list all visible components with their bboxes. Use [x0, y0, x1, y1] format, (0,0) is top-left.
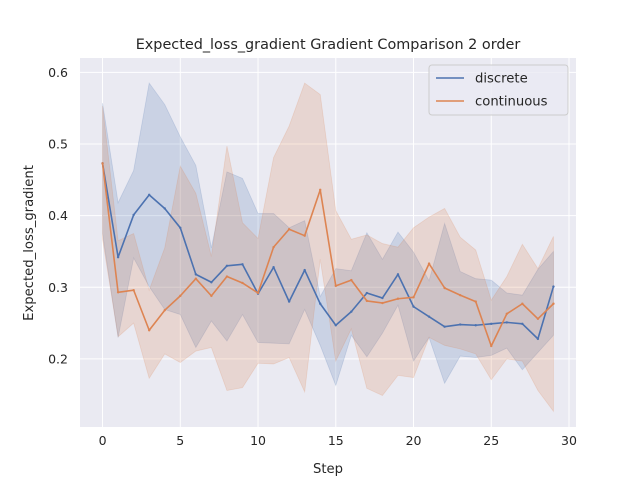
- grid: [80, 58, 576, 427]
- data-point-continuous: [272, 245, 275, 249]
- data-point-continuous: [350, 278, 353, 282]
- data-point-discrete: [163, 207, 166, 210]
- data-point-discrete: [412, 305, 415, 308]
- data-point-continuous: [396, 297, 400, 300]
- data-point-continuous: [334, 284, 337, 288]
- chart-title: Expected_loss_gradient Gradient Comparis…: [136, 37, 521, 53]
- data-point-continuous: [521, 302, 524, 305]
- data-point-continuous: [303, 234, 306, 237]
- x-tick-label: 20: [406, 433, 422, 448]
- x-tick-label: 0: [99, 433, 107, 448]
- data-point-discrete: [272, 266, 275, 269]
- data-point-continuous: [194, 277, 198, 280]
- legend: discrete continuous: [428, 64, 569, 116]
- data-point-continuous: [427, 262, 431, 265]
- data-point-continuous: [552, 302, 555, 305]
- y-axis-label: Expected_loss_gradient: [22, 165, 37, 321]
- x-tick-label: 25: [483, 433, 499, 448]
- data-point-discrete: [116, 255, 120, 259]
- data-point-discrete: [381, 296, 384, 300]
- legend-label-discrete: discrete: [475, 72, 528, 87]
- data-point-discrete: [194, 273, 198, 276]
- y-tick-label: 0.4: [48, 208, 68, 223]
- data-point-continuous: [256, 291, 260, 295]
- data-point-discrete: [536, 337, 540, 341]
- data-point-continuous: [474, 300, 477, 303]
- data-point-discrete: [443, 325, 446, 328]
- x-tick-label: 10: [250, 433, 266, 448]
- y-tick-label: 0.2: [48, 351, 68, 366]
- data-point-continuous: [505, 312, 509, 315]
- legend-label-continuous: continuous: [475, 95, 548, 110]
- data-point-discrete: [210, 281, 213, 284]
- series-lines: [101, 162, 555, 348]
- x-tick-label: 5: [176, 433, 184, 448]
- data-point-discrete: [179, 226, 182, 230]
- data-point-continuous: [225, 275, 229, 278]
- data-point-continuous: [443, 286, 446, 290]
- data-point-discrete: [132, 213, 135, 217]
- data-point-discrete: [490, 322, 493, 326]
- data-point-continuous: [116, 291, 120, 294]
- data-point-discrete: [474, 324, 477, 327]
- data-point-discrete: [319, 302, 322, 305]
- data-point-discrete: [303, 268, 306, 272]
- band-discrete: [102, 82, 554, 387]
- data-point-discrete: [521, 322, 524, 326]
- data-point-continuous: [536, 317, 540, 321]
- data-point-continuous: [101, 162, 104, 165]
- data-point-continuous: [147, 329, 151, 332]
- x-tick-labels: 0 5 10 15 20 25 30: [99, 433, 577, 448]
- data-point-discrete: [458, 323, 462, 326]
- data-point-discrete: [427, 315, 431, 318]
- confidence-bands: [102, 82, 554, 413]
- data-point-discrete: [334, 324, 337, 327]
- data-point-discrete: [365, 291, 369, 295]
- data-point-continuous: [458, 293, 462, 297]
- data-point-continuous: [319, 188, 322, 192]
- data-point-continuous: [287, 228, 291, 231]
- data-point-continuous: [132, 288, 135, 292]
- series-line-discrete: [101, 163, 555, 340]
- y-tick-label: 0.3: [48, 280, 68, 295]
- data-point-discrete: [396, 273, 400, 276]
- series-line-continuous: [101, 163, 555, 347]
- data-point-continuous: [241, 281, 244, 285]
- data-point-continuous: [163, 309, 166, 312]
- data-point-continuous: [490, 344, 493, 348]
- data-point-discrete: [505, 321, 509, 324]
- data-point-discrete: [225, 264, 229, 267]
- data-point-discrete: [147, 193, 151, 197]
- y-tick-labels: 0.2 0.3 0.4 0.5 0.6: [48, 65, 68, 367]
- data-point-discrete: [552, 285, 555, 288]
- data-point-continuous: [210, 294, 213, 298]
- band-continuous: [102, 82, 554, 413]
- data-point-continuous: [381, 301, 384, 305]
- data-point-continuous: [179, 294, 182, 298]
- data-point-continuous: [365, 299, 369, 303]
- data-point-discrete: [241, 263, 244, 266]
- data-point-discrete: [350, 310, 353, 313]
- data-point-discrete: [287, 300, 291, 303]
- y-tick-label: 0.5: [48, 136, 68, 151]
- data-point-continuous: [412, 296, 415, 299]
- x-tick-label: 30: [561, 433, 577, 448]
- y-tick-label: 0.6: [48, 65, 68, 80]
- x-tick-label: 15: [328, 433, 344, 448]
- x-axis-label: Step: [313, 462, 343, 477]
